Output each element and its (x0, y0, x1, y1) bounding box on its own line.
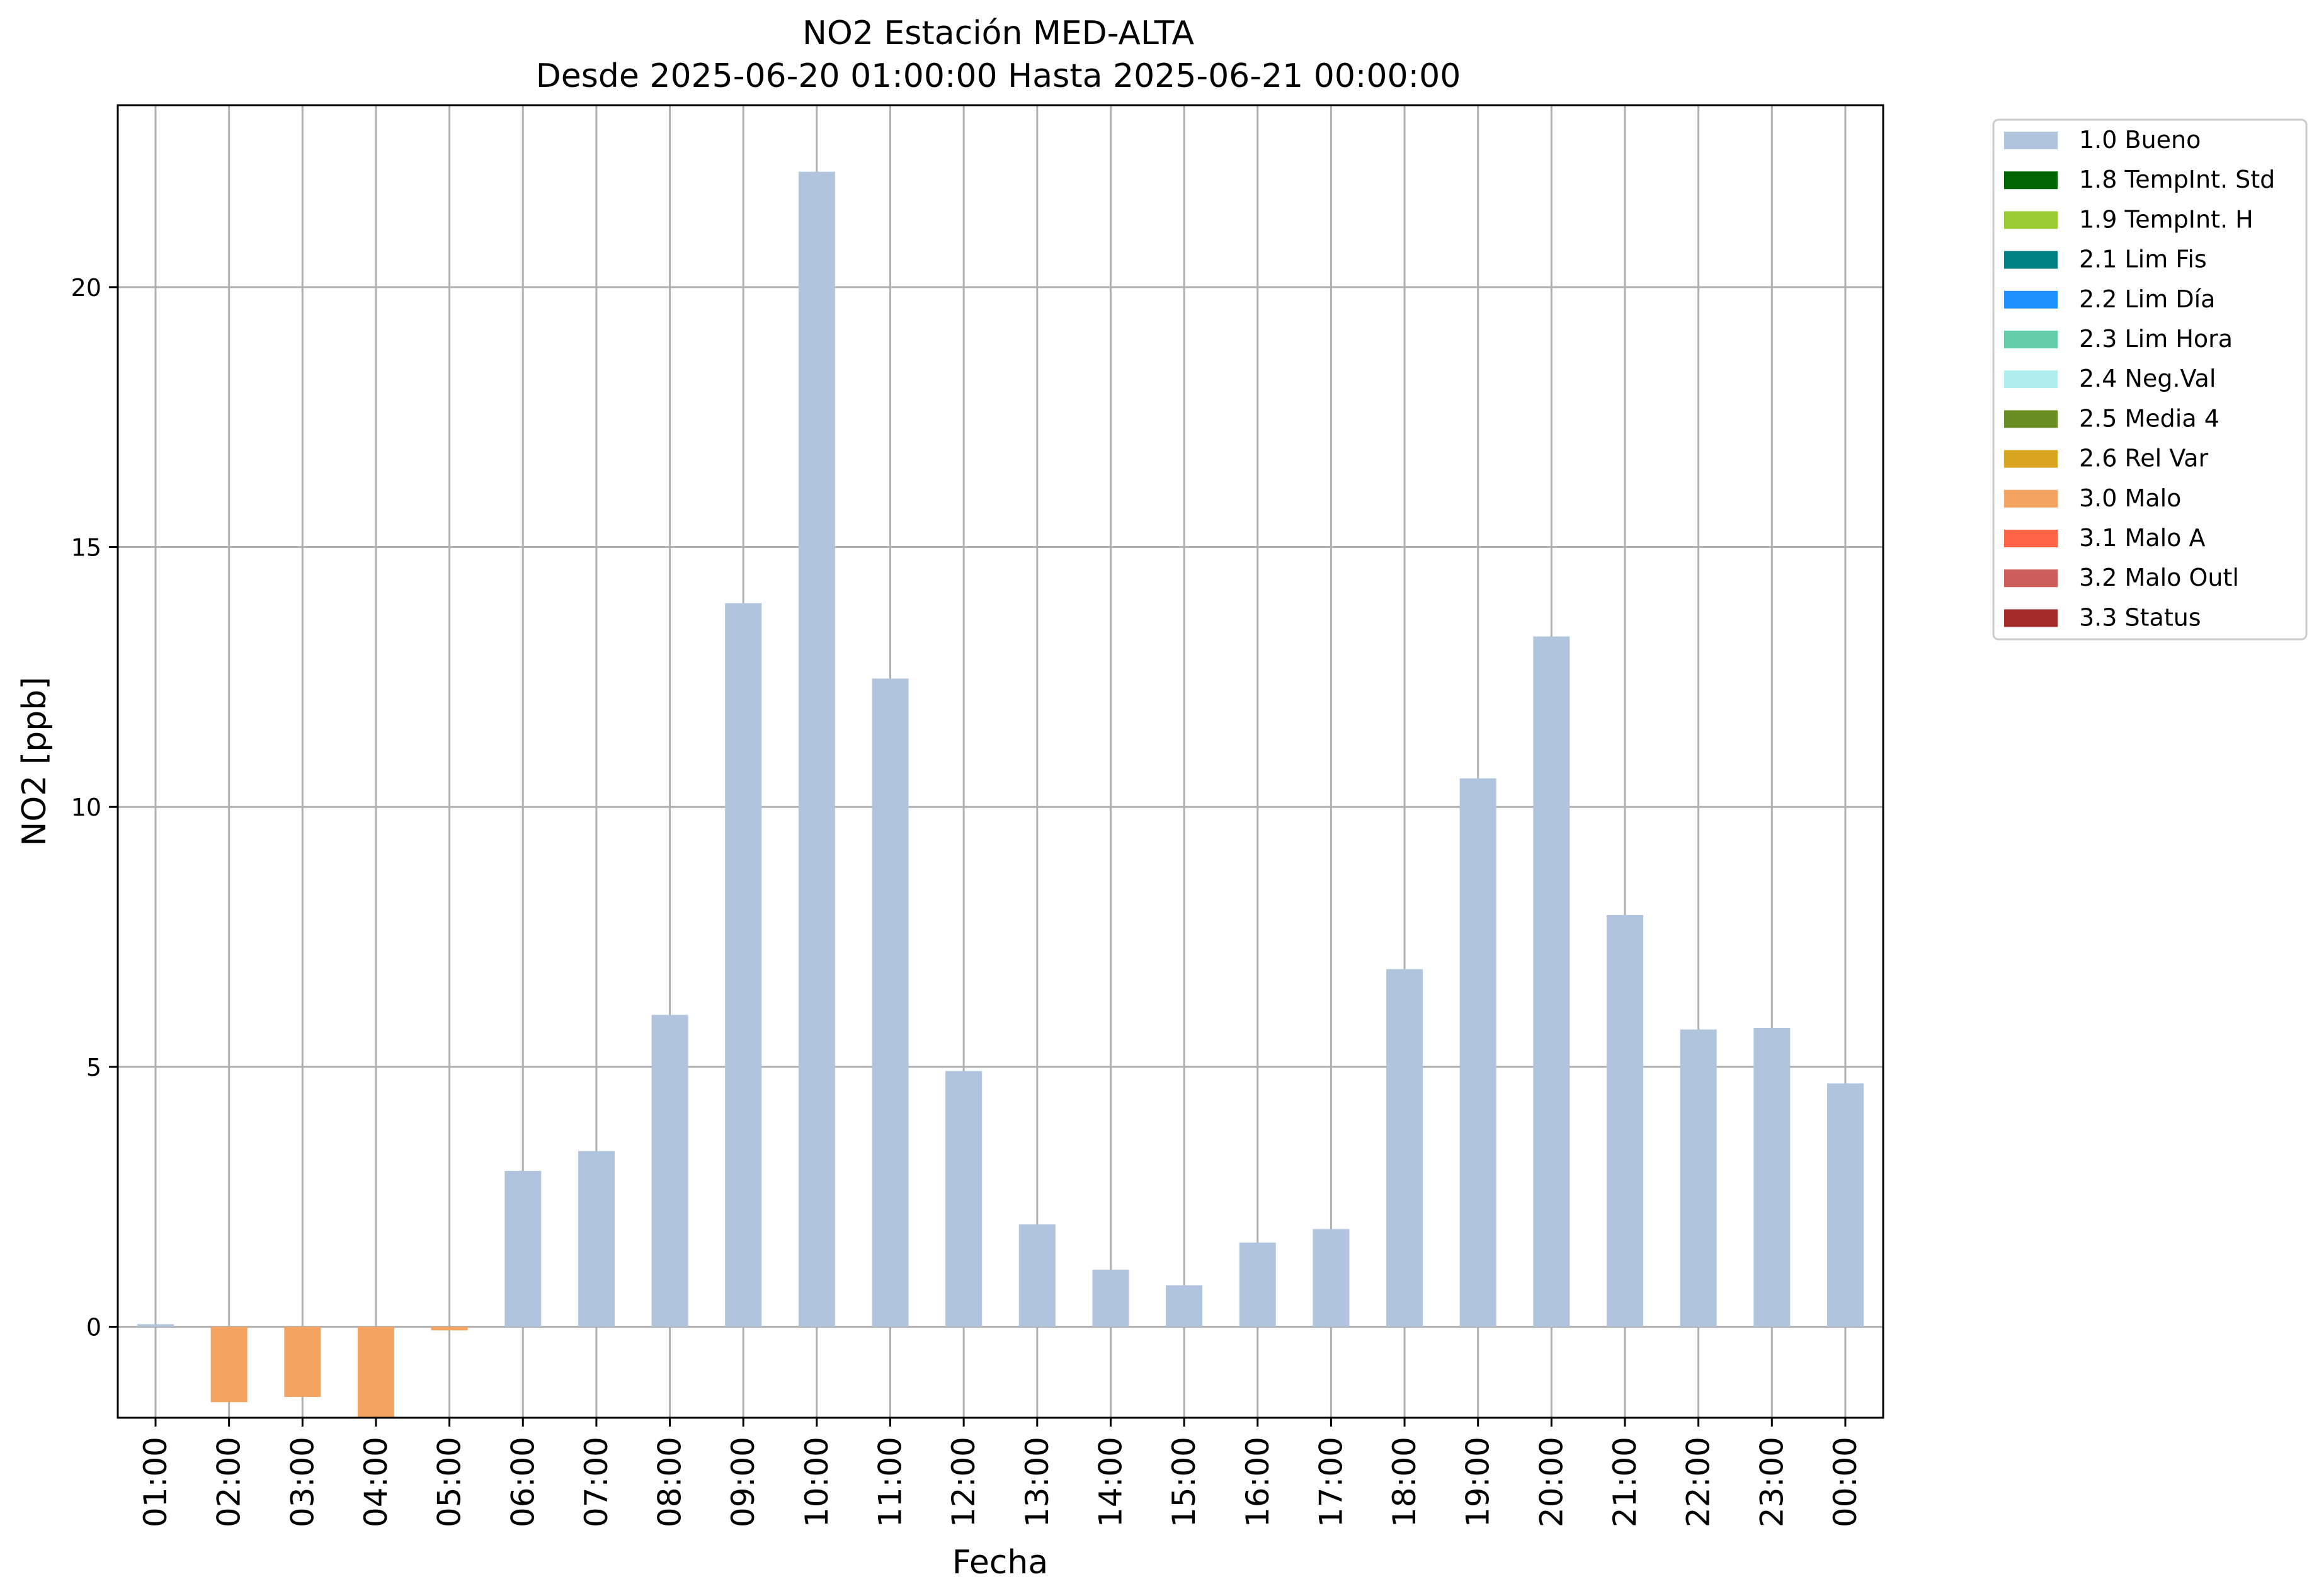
bar-0300 (284, 1326, 321, 1397)
bar-0700 (578, 1151, 615, 1327)
legend-entry-label: 2.2 Lim Día (2079, 285, 2215, 313)
bar-1300 (1018, 1224, 1056, 1327)
x-tick-label: 12:00 (945, 1437, 982, 1527)
bar-2000 (1533, 636, 1570, 1327)
chart-subtitle: Desde 2025-06-20 01:00:00 Hasta 2025-06-… (536, 57, 1461, 95)
legend-entry-label: 2.3 Lim Hora (2079, 325, 2233, 353)
bar-0600 (504, 1170, 542, 1327)
x-axis-ticks: 01:00 02:00 03:00 04:00 05:00 06:00 07:00 08:00… (137, 1418, 1864, 1527)
bar-1400 (1092, 1269, 1129, 1327)
x-tick-label: 05:00 (431, 1437, 468, 1527)
legend-swatch (2004, 171, 2058, 190)
x-tick-label: 23:00 (1753, 1437, 1790, 1527)
legend-entry-label: 3.0 Malo (2079, 484, 2181, 512)
legend-swatch (2004, 569, 2058, 588)
x-tick-label: 11:00 (872, 1437, 909, 1527)
x-tick-label: 04:00 (358, 1437, 394, 1527)
bar-0000 (1826, 1083, 1864, 1327)
legend-swatch (2004, 132, 2058, 149)
legend-entry-label: 3.3 Status (2079, 603, 2201, 631)
bar-1700 (1313, 1229, 1350, 1327)
legend-swatch (2004, 410, 2058, 428)
bar-0900 (725, 603, 762, 1327)
legend-swatch (2004, 290, 2058, 309)
legend-entry-label: 3.1 Malo A (2079, 524, 2205, 552)
x-tick-label: 06:00 (504, 1437, 541, 1527)
bar-1900 (1459, 778, 1496, 1327)
x-tick-label: 03:00 (284, 1437, 321, 1527)
legend-entry-label: 1.8 TempInt. Std (2079, 166, 2275, 193)
bar-0400 (357, 1326, 394, 1418)
x-tick-label: 20:00 (1533, 1437, 1570, 1527)
legend-entry-label: 3.2 Malo Outl (2079, 564, 2239, 591)
legend-swatch (2004, 211, 2058, 229)
bar-1200 (945, 1071, 983, 1327)
x-tick-label: 17:00 (1313, 1437, 1349, 1527)
bar-2300 (1753, 1027, 1791, 1327)
x-tick-label: 21:00 (1607, 1437, 1643, 1527)
bar-0200 (210, 1326, 248, 1403)
x-tick-label: 07:00 (578, 1437, 615, 1527)
y-axis-ticks: 0 5 10 15 20 (71, 274, 118, 1342)
bar-1500 (1166, 1285, 1203, 1327)
bar-1000 (798, 171, 835, 1327)
x-tick-label: 13:00 (1019, 1437, 1056, 1527)
bar-2100 (1607, 915, 1643, 1327)
legend-entry-label: 1.9 TempInt. H (2079, 205, 2253, 233)
bar-0500 (431, 1326, 468, 1331)
y-tick-label: 15 (71, 534, 101, 562)
x-tick-label: 19:00 (1460, 1437, 1496, 1527)
x-tick-label: 08:00 (652, 1437, 688, 1527)
x-tick-label: 10:00 (799, 1437, 835, 1527)
x-axis-label: Fecha (952, 1544, 1048, 1582)
legend-swatch (2004, 609, 2058, 627)
legend-swatch (2004, 489, 2058, 508)
y-axis-label: NO2 [ppb] (16, 676, 54, 846)
x-tick-label: 22:00 (1680, 1437, 1717, 1527)
bar-2200 (1680, 1029, 1717, 1327)
x-tick-label: 14:00 (1092, 1437, 1129, 1527)
bar-1600 (1239, 1242, 1276, 1327)
legend-entry-label: 2.5 Media 4 (2079, 404, 2219, 432)
x-tick-label: 18:00 (1386, 1437, 1423, 1527)
chart-title: NO2 Estación MED-ALTA (802, 14, 1194, 52)
x-tick-label: 15:00 (1166, 1437, 1202, 1527)
y-tick-label: 20 (71, 274, 101, 302)
bar-1100 (872, 678, 909, 1327)
legend-swatch (2004, 251, 2058, 269)
legend-entry-label: 1.0 Bueno (2079, 126, 2201, 154)
legend-frame (1992, 118, 2308, 641)
y-tick-label: 10 (71, 794, 101, 821)
x-tick-label: 09:00 (725, 1437, 761, 1527)
legend-entry-label: 2.6 Rel Var (2079, 445, 2209, 472)
x-tick-label: 02:00 (211, 1437, 248, 1527)
plot-frame (117, 104, 1884, 1419)
legend: 1.0 Bueno 1.8 TempInt. Std 1.9 TempInt. H 2… (1992, 118, 2308, 641)
legend-swatch (2004, 370, 2058, 389)
y-tick-label: 0 (86, 1314, 101, 1342)
x-tick-label: 00:00 (1827, 1437, 1864, 1527)
bar-1800 (1386, 969, 1423, 1327)
bars (137, 171, 1864, 1418)
legend-entry-label: 2.4 Neg.Val (2079, 365, 2216, 392)
legend-swatch (2004, 331, 2058, 348)
bar-0100 (137, 1324, 174, 1327)
legend-entry-label: 2.1 Lim Fis (2079, 246, 2207, 273)
x-tick-label: 01:00 (137, 1437, 174, 1527)
x-tick-label: 16:00 (1239, 1437, 1276, 1527)
bar-0800 (651, 1015, 688, 1327)
legend-swatch (2004, 450, 2058, 468)
y-tick-label: 5 (86, 1054, 101, 1081)
legend-swatch (2004, 530, 2058, 547)
